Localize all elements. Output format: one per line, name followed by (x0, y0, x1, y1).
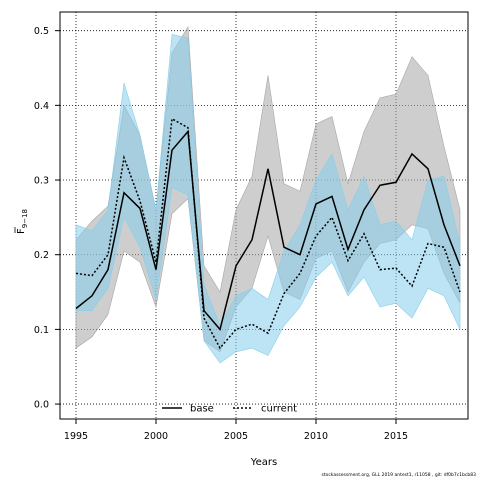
y-axis-label: F9−18 (16, 209, 29, 234)
footer-credit: stockassessment.org, GLL 2019 antest1, r… (321, 473, 476, 478)
legend-label-base: base (190, 404, 214, 415)
series-line-current (75, 117, 461, 350)
y-tick-label: 0.3 (34, 176, 49, 187)
x-tick-label: 2000 (144, 431, 168, 442)
band-current (75, 34, 461, 364)
plot-frame (59, 11, 469, 420)
x-tick-label: 2015 (384, 431, 408, 442)
y-tick-label: 0.5 (34, 26, 49, 37)
x-tick-label: 1995 (64, 431, 88, 442)
y-tick-label: 0.1 (34, 325, 49, 336)
y-tick-label: 0.4 (34, 101, 49, 112)
y-tick-label: 0.0 (34, 400, 49, 411)
x-tick-label: 2005 (224, 431, 248, 442)
y-tick-label: 0.2 (34, 250, 49, 261)
x-tick-label: 2010 (304, 431, 328, 442)
x-axis-label: Years (250, 457, 277, 468)
series-line-base (75, 129, 461, 331)
legend-label-current: current (261, 404, 297, 415)
